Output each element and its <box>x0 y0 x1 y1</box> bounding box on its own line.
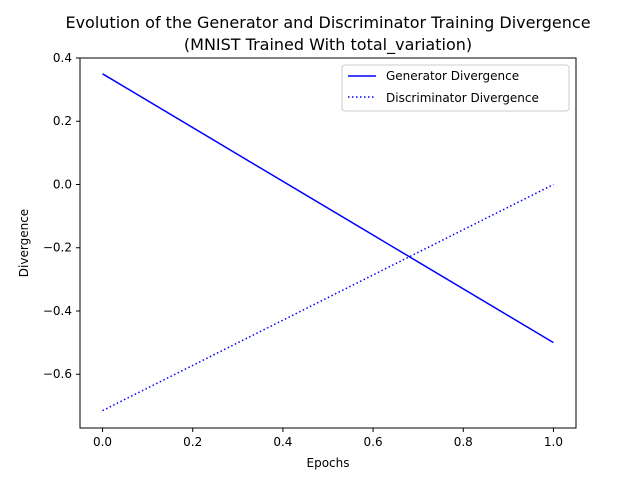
chart-title-line-2: (MNIST Trained With total_variation) <box>184 35 472 55</box>
x-tick-label: 0.4 <box>273 435 292 449</box>
x-tick-label: 0.8 <box>454 435 473 449</box>
y-axis-ticks: 0.4 0.2 0.0 −0.2 −0.4 −0.6 <box>43 51 80 381</box>
x-tick-label: 0.2 <box>183 435 202 449</box>
legend: Generator Divergence Discriminator Diver… <box>341 64 570 112</box>
plot-frame <box>79 57 577 429</box>
legend-box <box>341 64 570 112</box>
series-line-generator <box>102 73 554 344</box>
y-tick-label: 0.4 <box>53 51 72 65</box>
y-tick-label: −0.6 <box>43 367 72 381</box>
x-axis-ticks: 0.0 0.2 0.4 0.6 0.8 1.0 <box>93 428 563 449</box>
series-line-discriminator <box>102 183 554 412</box>
y-tick-label: 0.2 <box>53 114 72 128</box>
y-tick-label: 0.0 <box>53 177 72 191</box>
x-axis-label: Epochs <box>307 456 350 470</box>
x-tick-label: 0.6 <box>364 435 383 449</box>
y-axis-label: Divergence <box>17 209 31 277</box>
y-tick-label: −0.4 <box>43 304 72 318</box>
legend-label-discriminator: Discriminator Divergence <box>386 91 539 105</box>
legend-label-generator: Generator Divergence <box>386 69 519 83</box>
chart-title-line-1: Evolution of the Generator and Discrimin… <box>65 13 590 32</box>
y-tick-label: −0.2 <box>43 241 72 255</box>
x-tick-label: 1.0 <box>544 435 563 449</box>
plot-series <box>102 73 554 412</box>
x-tick-label: 0.0 <box>93 435 112 449</box>
